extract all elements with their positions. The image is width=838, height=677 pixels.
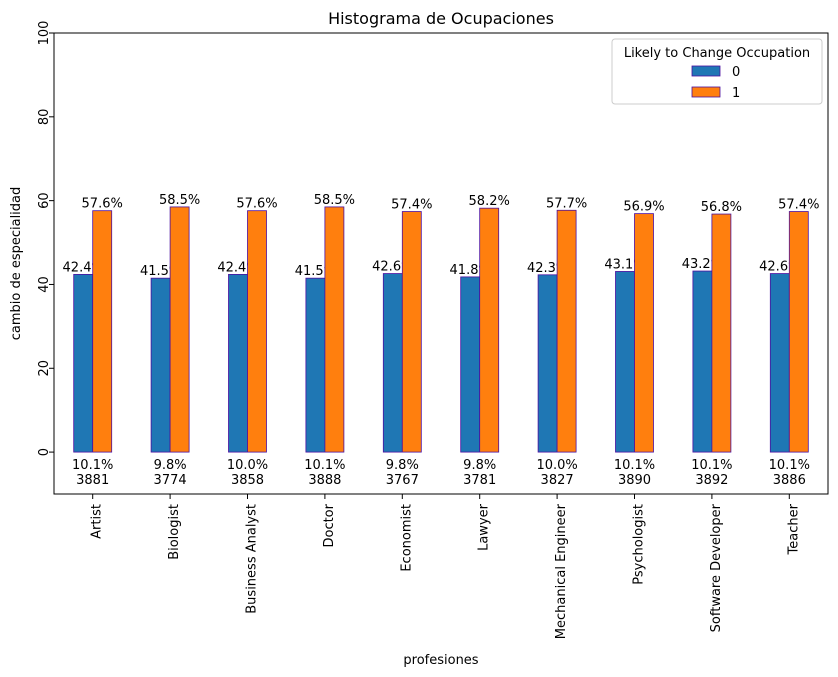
share-label: 9.8% bbox=[463, 458, 496, 473]
y-tick-label: 100 bbox=[37, 21, 52, 46]
x-tick-label: Teacher bbox=[786, 503, 801, 555]
share-label: 10.1% bbox=[614, 458, 655, 473]
x-tick-label: Software Developer bbox=[709, 503, 724, 632]
bar-series-0 bbox=[150, 277, 171, 453]
x-tick-label: Biologist bbox=[167, 504, 182, 560]
bar-series-1 bbox=[556, 209, 577, 453]
y-tick-label: 20 bbox=[37, 360, 52, 377]
bar-series-1 bbox=[788, 211, 809, 453]
share-label: 10.0% bbox=[227, 458, 268, 473]
bar-series-1 bbox=[324, 206, 345, 453]
legend-label: 1 bbox=[732, 86, 740, 101]
bar-series-0 bbox=[382, 273, 403, 453]
legend-title: Likely to Change Occupation bbox=[624, 46, 810, 61]
x-tick-label: Doctor bbox=[322, 503, 337, 547]
count-label: 3892 bbox=[695, 473, 728, 488]
bar-series-0 bbox=[228, 273, 248, 453]
bar-value-label: 58.5% bbox=[159, 193, 200, 208]
bar-series-1 bbox=[169, 206, 190, 453]
bar-value-label: 58.5% bbox=[314, 193, 355, 208]
legend-swatch bbox=[691, 86, 721, 98]
y-tick-label: 80 bbox=[37, 109, 52, 126]
bar-series-1 bbox=[634, 213, 654, 453]
count-label: 3827 bbox=[541, 473, 574, 488]
count-label: 3888 bbox=[308, 473, 341, 488]
bar-series-0 bbox=[460, 276, 481, 453]
bar-value-label: 57.4% bbox=[391, 198, 432, 213]
share-label: 9.8% bbox=[386, 458, 419, 473]
count-label: 3858 bbox=[231, 473, 264, 488]
y-tick-label: 60 bbox=[37, 192, 52, 209]
bar-value-label: 57.4% bbox=[778, 198, 819, 213]
share-label: 10.1% bbox=[691, 458, 732, 473]
legend-label: 0 bbox=[732, 65, 740, 80]
bar-series-1 bbox=[479, 207, 500, 453]
x-tick-label: Psychologist bbox=[632, 504, 647, 585]
count-label: 3886 bbox=[773, 473, 806, 488]
share-label: 10.0% bbox=[536, 458, 577, 473]
bar-series-0 bbox=[537, 274, 558, 453]
bar-value-label: 57.7% bbox=[546, 196, 587, 211]
bar-series-0 bbox=[305, 277, 326, 453]
share-label: 9.8% bbox=[154, 458, 187, 473]
y-tick-label: 40 bbox=[37, 276, 52, 293]
count-label: 3890 bbox=[618, 473, 651, 488]
y-axis-title: cambio de especialidad bbox=[9, 187, 24, 341]
bar-value-label: 57.6% bbox=[236, 197, 277, 212]
bar-series-0 bbox=[692, 270, 713, 453]
bar-series-1 bbox=[401, 211, 422, 453]
bar-value-label: 58.2% bbox=[469, 194, 510, 209]
count-label: 3774 bbox=[154, 473, 187, 488]
bar-series-1 bbox=[711, 213, 732, 453]
bar-series-0 bbox=[769, 273, 790, 453]
x-tick-label: Artist bbox=[90, 504, 105, 539]
plot-frame bbox=[53, 32, 829, 495]
y-tick-label: 0 bbox=[37, 448, 52, 456]
bar-series-0 bbox=[73, 273, 94, 453]
bar-series-1 bbox=[92, 210, 113, 453]
count-label: 3781 bbox=[463, 473, 496, 488]
x-axis-title: profesiones bbox=[403, 653, 478, 668]
bar-value-label: 56.8% bbox=[701, 200, 742, 215]
legend-swatch bbox=[691, 65, 721, 77]
plot-area: Histograma de Ocupaciones 0 20 40 60 80 100 cam… bbox=[9, 9, 829, 668]
bar-series-1 bbox=[247, 210, 267, 453]
bar-series-0 bbox=[615, 271, 635, 453]
chart-title: Histograma de Ocupaciones bbox=[328, 9, 554, 28]
count-label: 3881 bbox=[76, 473, 109, 488]
x-tick-label: Economist bbox=[399, 504, 414, 572]
share-label: 10.1% bbox=[72, 458, 113, 473]
x-tick-label: Lawyer bbox=[477, 503, 492, 551]
x-tick-label: Business Analyst bbox=[245, 504, 260, 614]
count-label: 3767 bbox=[386, 473, 419, 488]
bar-value-label: 57.6% bbox=[82, 197, 123, 212]
share-label: 10.1% bbox=[304, 458, 345, 473]
share-label: 10.1% bbox=[769, 458, 810, 473]
bar-value-label: 56.9% bbox=[623, 200, 664, 215]
x-tick-label: Mechanical Engineer bbox=[554, 503, 569, 639]
